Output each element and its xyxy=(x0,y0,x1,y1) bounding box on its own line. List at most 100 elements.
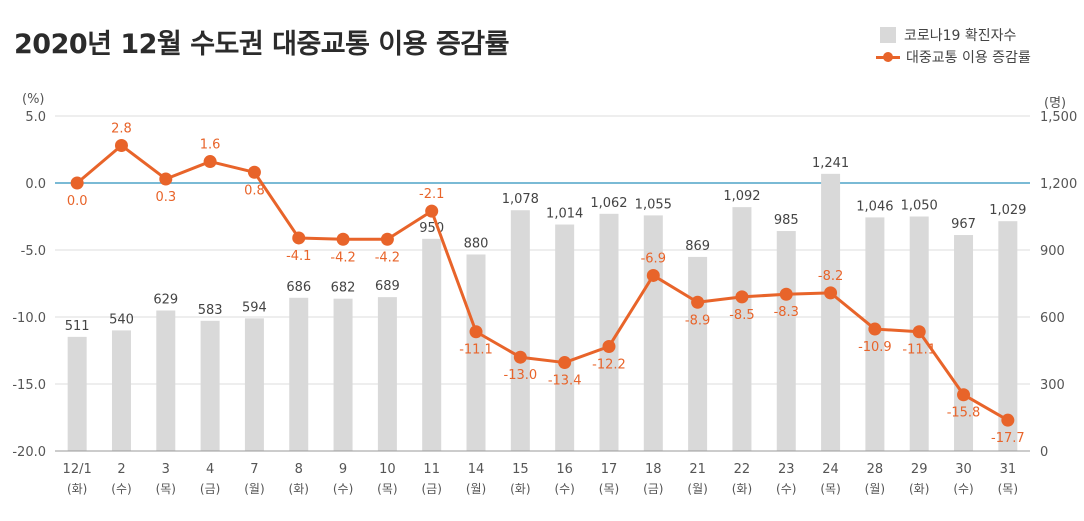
legend: 코로나19 확진자수 대중교통 이용 증감률 xyxy=(876,24,1031,68)
legend-line-swatch xyxy=(876,49,900,65)
line-point-label: -17.7 xyxy=(991,431,1025,446)
line-point xyxy=(336,232,350,246)
bar-label: 511 xyxy=(65,319,90,334)
line-point xyxy=(912,325,926,339)
left-tick-label: -15.0 xyxy=(12,378,46,393)
bar-label: 689 xyxy=(375,279,400,294)
x-tick-label: 24 xyxy=(822,462,839,477)
x-tick-label: 9 xyxy=(339,462,347,477)
line-point-label: -13.4 xyxy=(548,374,582,389)
line-point-label: -4.2 xyxy=(330,250,355,265)
bar xyxy=(732,207,752,451)
bar xyxy=(821,173,841,452)
bar xyxy=(289,297,309,451)
bar-label: 1,050 xyxy=(901,199,938,214)
line-point xyxy=(957,388,971,402)
x-tick-label: 29 xyxy=(911,462,928,477)
bar-label: 1,062 xyxy=(590,196,627,211)
line-point xyxy=(735,290,749,304)
x-tick-label: 7 xyxy=(250,462,258,477)
line-point xyxy=(114,138,128,152)
line-point-label: 0.0 xyxy=(67,194,88,209)
right-tick-label: 300 xyxy=(1040,378,1065,393)
x-tick-weekday: (수) xyxy=(776,482,796,496)
x-tick-label: 18 xyxy=(645,462,662,477)
bar xyxy=(688,256,708,451)
left-tick-label: -20.0 xyxy=(12,445,46,460)
x-tick-weekday: (수) xyxy=(953,482,973,496)
x-tick-label: 17 xyxy=(601,462,618,477)
bar-label: 869 xyxy=(685,239,710,254)
bar-label: 880 xyxy=(464,236,489,251)
line-point-label: -13.0 xyxy=(504,368,538,383)
x-tick-label: 11 xyxy=(423,462,440,477)
line-point xyxy=(70,176,84,190)
x-tick-label: 21 xyxy=(689,462,706,477)
bar xyxy=(244,318,264,451)
bar-label: 1,029 xyxy=(989,203,1026,218)
x-tick-label: 22 xyxy=(734,462,751,477)
line-point-label: 0.8 xyxy=(244,183,265,198)
x-tick-weekday: (목) xyxy=(820,482,840,496)
bar-label: 540 xyxy=(109,312,134,327)
line-point xyxy=(247,165,261,179)
x-tick-weekday: (목) xyxy=(156,482,176,496)
bar xyxy=(200,320,220,451)
legend-bar-label: 코로나19 확진자수 xyxy=(904,28,1017,44)
x-tick-label: 23 xyxy=(778,462,795,477)
x-tick-label: 14 xyxy=(468,462,485,477)
x-tick-label: 8 xyxy=(295,462,303,477)
chart-title: 2020년 12월 수도권 대중교통 이용 증감률 xyxy=(14,29,509,60)
bar xyxy=(510,210,530,451)
left-tick-label: 5.0 xyxy=(25,110,46,125)
x-tick-weekday: (월) xyxy=(466,482,486,496)
legend-item-bar: 코로나19 확진자수 xyxy=(880,24,1031,46)
x-tick-label: 3 xyxy=(162,462,170,477)
line-point-label: -10.9 xyxy=(858,340,892,355)
line-point-label: -8.5 xyxy=(729,308,754,323)
x-tick-weekday: (화) xyxy=(510,482,530,496)
x-tick-label: 2 xyxy=(117,462,125,477)
line-point xyxy=(380,232,394,246)
left-tick-label: -5.0 xyxy=(21,244,46,259)
legend-line-label: 대중교통 이용 증감률 xyxy=(906,50,1031,66)
bar-label: 1,046 xyxy=(856,199,893,214)
bar-label: 1,078 xyxy=(502,192,539,207)
line-point-label: 2.8 xyxy=(111,121,132,136)
x-tick-label: 30 xyxy=(955,462,972,477)
x-tick-label: 10 xyxy=(379,462,396,477)
bar xyxy=(111,330,131,451)
left-tick-label: 0.0 xyxy=(25,177,46,192)
bar-label: 682 xyxy=(331,281,356,296)
line-point-label: -8.3 xyxy=(774,305,799,320)
bar xyxy=(333,298,353,451)
right-tick-label: 0 xyxy=(1040,445,1048,460)
x-tick-weekday: (목) xyxy=(998,482,1018,496)
line-point-label: 1.6 xyxy=(200,138,221,153)
right-tick-label: 600 xyxy=(1040,311,1065,326)
x-tick-weekday: (월) xyxy=(865,482,885,496)
x-tick-label: 15 xyxy=(512,462,529,477)
legend-item-line: 대중교통 이용 증감률 xyxy=(876,46,1031,68)
line-point-label: -8.9 xyxy=(685,313,710,328)
bar-label: 583 xyxy=(198,303,223,318)
line-point xyxy=(691,295,705,309)
bar-label: 967 xyxy=(951,217,976,232)
bar-label: 686 xyxy=(286,280,311,295)
line-point-label: -6.9 xyxy=(641,251,666,266)
x-tick-label: 16 xyxy=(556,462,573,477)
x-tick-weekday: (화) xyxy=(67,482,87,496)
x-tick-weekday: (월) xyxy=(244,482,264,496)
x-tick-label: 4 xyxy=(206,462,214,477)
line-point xyxy=(868,322,882,336)
bar xyxy=(156,310,176,451)
left-tick-label: -10.0 xyxy=(12,311,46,326)
bar-label: 629 xyxy=(153,293,178,308)
bar-label: 1,014 xyxy=(546,207,583,222)
legend-bar-swatch xyxy=(880,27,896,43)
line-point xyxy=(779,287,793,301)
bar xyxy=(599,213,619,451)
bar xyxy=(377,297,397,451)
line-point-label: 0.3 xyxy=(155,190,176,205)
